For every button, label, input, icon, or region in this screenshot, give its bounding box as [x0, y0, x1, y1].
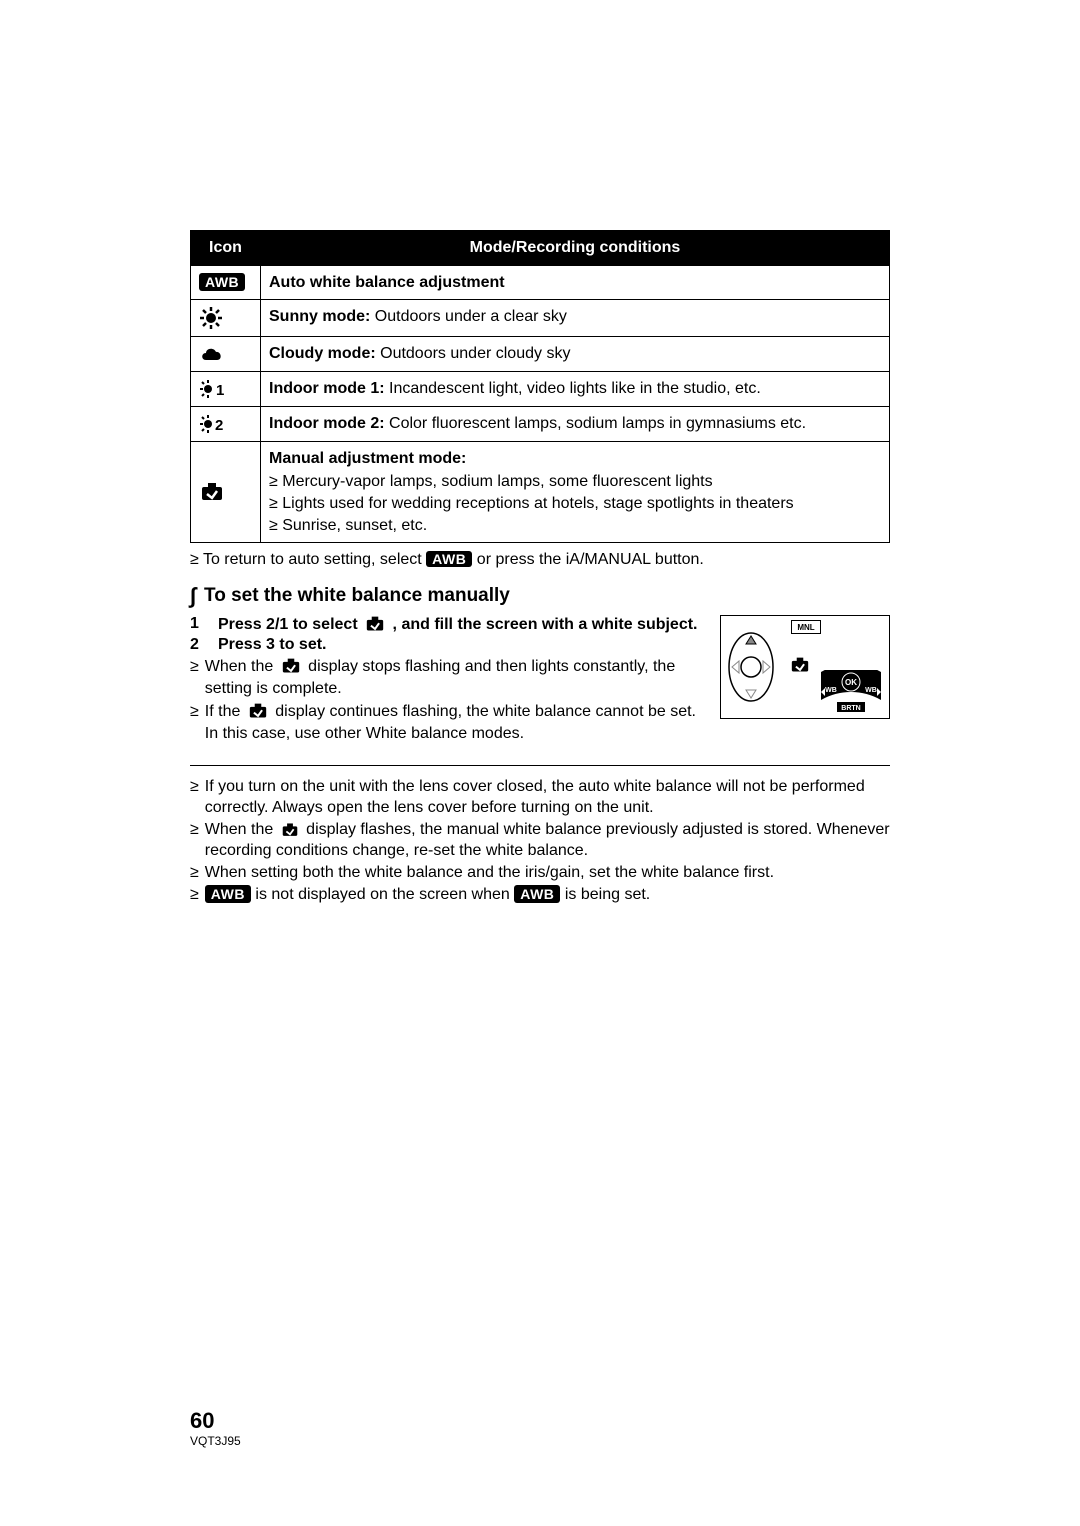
icon-cell-awb: AWB — [191, 265, 261, 300]
desc-indoor1: Indoor mode 1: Incandescent light, video… — [261, 371, 890, 406]
table-header-icon: Icon — [191, 231, 261, 266]
section-title-manual-wb: ∫To set the white balance manually — [190, 583, 890, 609]
indoor1-icon: 1 — [199, 378, 229, 400]
note-item: When setting both the white balance and … — [190, 862, 890, 884]
manual-set-icon — [280, 657, 302, 675]
icon-cell-indoor2: 2 — [191, 406, 261, 441]
manual-set-icon — [280, 822, 300, 838]
manual-item: Lights used for wedding receptions at ho… — [269, 493, 881, 515]
awb-icon: AWB — [426, 551, 472, 567]
sub-bullet: If the display continues flashing, the w… — [190, 701, 706, 744]
icon-cell-sunny — [191, 300, 261, 337]
manual-set-icon — [789, 656, 811, 674]
desc-indoor2: Indoor mode 2: Color fluorescent lamps, … — [261, 406, 890, 441]
manual-item: Mercury-vapor lamps, sodium lamps, some … — [269, 471, 881, 493]
svg-text:MNL: MNL — [797, 623, 814, 632]
icon-cell-manual — [191, 441, 261, 542]
manual-set-icon — [247, 702, 269, 720]
square-bullet-icon: ∫ — [190, 583, 196, 608]
desc-cloudy: Cloudy mode: Outdoors under cloudy sky — [261, 337, 890, 372]
mnl-badge-icon: MNL — [791, 620, 821, 634]
note-item: When the display flashes, the manual whi… — [190, 819, 890, 862]
table-header-mode: Mode/Recording conditions — [261, 231, 890, 266]
page-footer: 60 VQT3J95 — [190, 1408, 241, 1448]
awb-icon: AWB — [514, 885, 560, 904]
svg-text:BRTN: BRTN — [841, 705, 860, 712]
note-item: If you turn on the unit with the lens co… — [190, 776, 890, 819]
wb-wheel-icon: OK WB WB BRTN — [819, 670, 883, 714]
svg-text:2: 2 — [215, 417, 223, 434]
svg-text:WB: WB — [825, 687, 837, 694]
icon-cell-cloudy — [191, 337, 261, 372]
desc-awb: Auto white balance adjustment — [261, 265, 890, 300]
divider — [190, 765, 890, 766]
notes-list: If you turn on the unit with the lens co… — [190, 776, 890, 906]
awb-icon: AWB — [205, 885, 251, 904]
awb-icon: AWB — [199, 273, 245, 292]
return-to-auto-note: ≥ To return to auto setting, select AWB … — [190, 551, 890, 569]
step-2: 2 Press 3 to set. — [190, 636, 706, 654]
icon-cell-indoor1: 1 — [191, 371, 261, 406]
step-1: 1 Press 2/1 to select , and fill the scr… — [190, 615, 706, 634]
svg-text:OK: OK — [845, 678, 857, 687]
white-balance-modes-table: Icon Mode/Recording conditions AWB Auto … — [190, 230, 890, 543]
manual-item: Sunrise, sunset, etc. — [269, 515, 881, 537]
desc-sunny: Sunny mode: Outdoors under a clear sky — [261, 300, 890, 337]
sub-bullet: When the display stops flashing and then… — [190, 656, 706, 699]
svg-text:1: 1 — [216, 382, 224, 399]
cursor-ring-icon — [725, 628, 777, 706]
camera-display-diagram: MNL OK WB WB BRTN — [720, 615, 890, 719]
cloudy-icon — [199, 344, 225, 364]
svg-text:WB: WB — [865, 687, 877, 694]
doc-code: VQT3J95 — [190, 1434, 241, 1448]
desc-manual: Manual adjustment mode: Mercury-vapor la… — [261, 441, 890, 542]
manual-set-icon — [199, 481, 225, 503]
manual-set-icon — [364, 615, 386, 633]
indoor2-icon: 2 — [199, 413, 229, 435]
sunny-icon — [199, 306, 223, 330]
note-item: AWB is not displayed on the screen when … — [190, 884, 890, 906]
page-number: 60 — [190, 1408, 241, 1434]
